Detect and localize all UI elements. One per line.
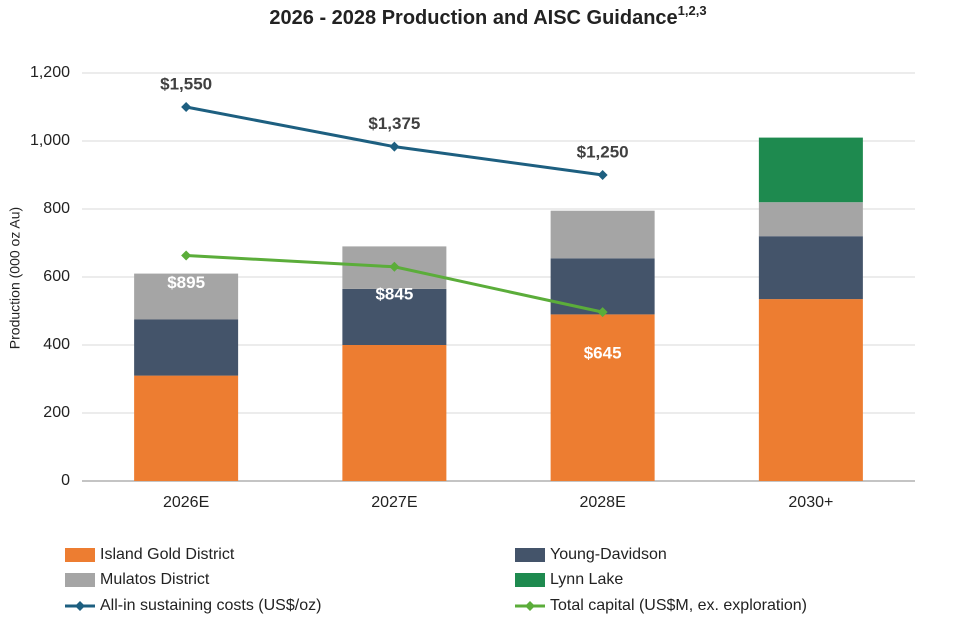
data-label: $895 bbox=[167, 273, 205, 292]
y-tick-label: 200 bbox=[43, 404, 70, 421]
legend-swatch bbox=[515, 573, 545, 587]
bar-segment bbox=[342, 345, 447, 481]
marker bbox=[597, 170, 608, 180]
x-tick-label: 2026E bbox=[163, 494, 209, 511]
y-tick-label: 800 bbox=[43, 200, 70, 217]
data-label: $1,375 bbox=[368, 114, 420, 133]
bar-segment bbox=[550, 210, 655, 259]
bar-segment bbox=[758, 236, 863, 300]
legend-swatch bbox=[515, 548, 545, 562]
data-label: $1,550 bbox=[160, 74, 212, 93]
legend-label: Mulatos District bbox=[100, 571, 210, 588]
legend-swatch bbox=[65, 573, 95, 587]
legend-swatch bbox=[65, 548, 95, 562]
x-tick-label: 2027E bbox=[371, 494, 417, 511]
bar-segment bbox=[134, 273, 239, 320]
legend-marker bbox=[75, 601, 85, 611]
title-text: 2026 - 2028 Production and AISC Guidance bbox=[269, 7, 677, 29]
bar-segment bbox=[758, 202, 863, 237]
legend-label: Lynn Lake bbox=[550, 571, 623, 588]
data-label: $1,250 bbox=[577, 142, 629, 161]
y-tick-label: 1,200 bbox=[30, 64, 70, 81]
bar-segment bbox=[550, 258, 655, 315]
marker bbox=[597, 307, 608, 318]
bar-segment bbox=[758, 299, 863, 481]
data-label: $645 bbox=[584, 344, 622, 363]
bar-segment bbox=[758, 137, 863, 203]
y-tick-label: 400 bbox=[43, 336, 70, 353]
legend-label: All-in sustaining costs (US$/oz) bbox=[100, 597, 321, 614]
bar-segment bbox=[134, 319, 239, 376]
y-tick-label: 1,000 bbox=[30, 132, 70, 149]
y-tick-label: 600 bbox=[43, 268, 70, 285]
data-label: $845 bbox=[375, 284, 413, 303]
marker bbox=[389, 261, 400, 272]
legend-label: Total capital (US$M, ex. exploration) bbox=[550, 597, 807, 614]
x-tick-label: 2028E bbox=[579, 494, 625, 511]
bar-segment bbox=[550, 314, 655, 481]
y-tick-label: 0 bbox=[61, 472, 70, 489]
chart-title: 2026 - 2028 Production and AISC Guidance… bbox=[269, 3, 706, 29]
legend-marker bbox=[525, 601, 535, 611]
bar-segment bbox=[134, 375, 239, 481]
marker bbox=[181, 102, 192, 112]
bar-segment bbox=[342, 288, 447, 345]
x-tick-label: 2030+ bbox=[788, 494, 833, 511]
marker bbox=[181, 250, 192, 261]
marker bbox=[389, 141, 400, 152]
legend-label: Young-Davidson bbox=[550, 546, 667, 563]
y-axis-label: Production (000 oz Au) bbox=[7, 207, 23, 349]
title-superscript: 1,2,3 bbox=[678, 3, 707, 18]
legend-label: Island Gold District bbox=[100, 546, 235, 563]
